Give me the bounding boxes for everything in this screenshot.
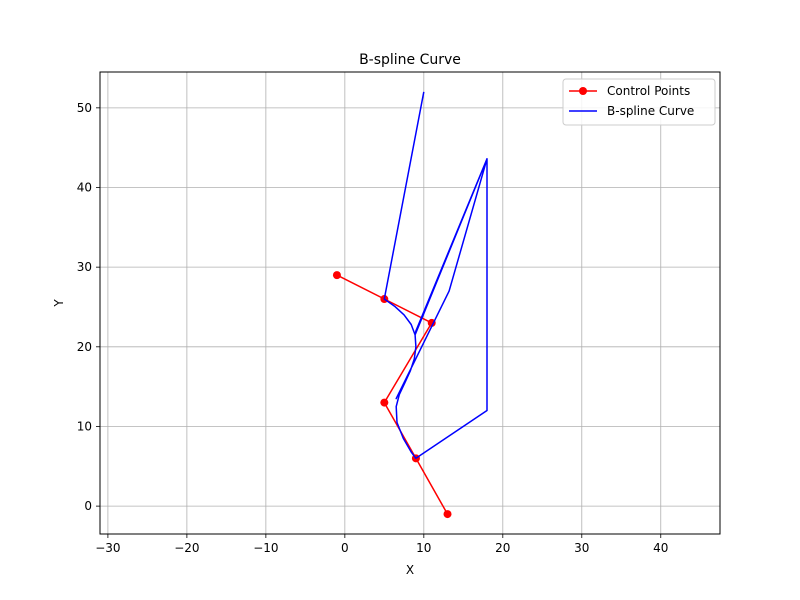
legend-box [562,78,716,126]
x-tick-label: −10 [253,541,278,555]
x-tick-label: 20 [495,541,510,555]
y-tick-label: 30 [77,260,92,274]
x-tick-label: 10 [416,541,431,555]
grid-lines [100,72,720,534]
x-tick-label: 40 [653,541,668,555]
series-line-0 [336,274,449,515]
y-tick-label: 50 [77,101,92,115]
chart-title: B-spline Curve [359,52,461,68]
x-tick-label: −30 [95,541,120,555]
y-tick-label: 0 [84,499,92,513]
y-tick-label: 40 [77,181,92,195]
y-axis-label: Y [52,299,66,308]
legend-entry-label: Control Points [607,84,690,98]
control-point [443,510,452,519]
legend: Control Points B-spline Curve [562,78,716,126]
series-layer [332,91,488,519]
x-tick-label: 30 [574,541,589,555]
axis-ticks: −30 −20 −10 0 10 20 30 40 0 10 20 30 40 50 [77,101,669,555]
x-tick-label: 0 [341,541,349,555]
y-tick-label: 20 [77,340,92,354]
x-axis-label: X [406,563,414,577]
control-point [380,398,389,407]
series-line-1 [383,91,488,460]
x-tick-label: −20 [174,541,199,555]
legend-entry-label: B-spline Curve [607,104,694,118]
legend-swatch-marker [579,87,587,95]
plot-frame [99,71,721,535]
control-point [332,271,341,280]
y-tick-label: 10 [77,419,92,433]
